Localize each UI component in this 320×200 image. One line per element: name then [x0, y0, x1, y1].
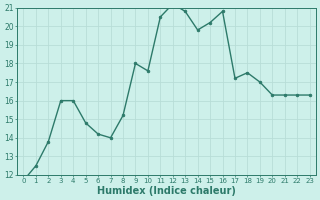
X-axis label: Humidex (Indice chaleur): Humidex (Indice chaleur) [97, 186, 236, 196]
